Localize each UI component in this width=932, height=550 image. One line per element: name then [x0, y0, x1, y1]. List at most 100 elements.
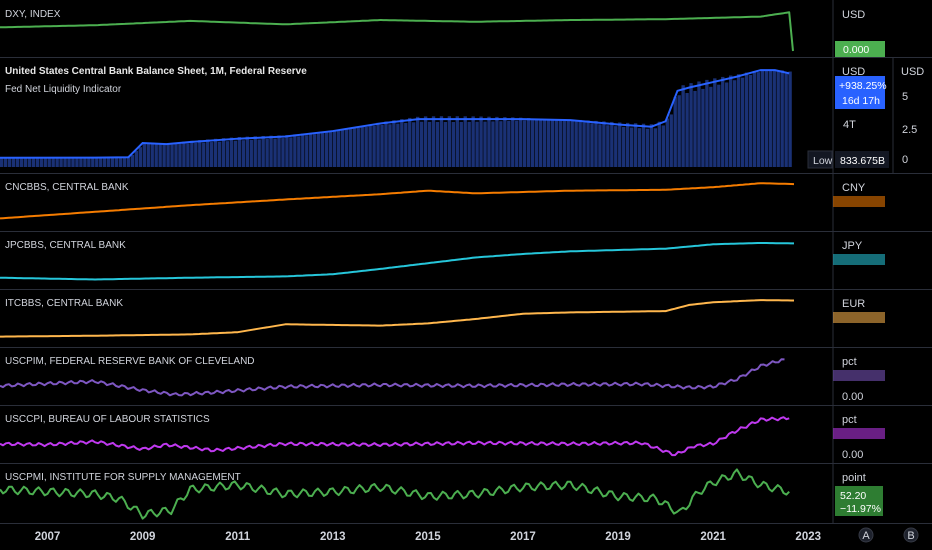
balance-sheet-bar: [645, 128, 650, 167]
balance-sheet-bar: [447, 116, 452, 167]
balance-sheet-bar: [467, 121, 471, 167]
balance-sheet-bar: [186, 143, 190, 167]
balance-sheet-bar: [423, 116, 428, 167]
series-line: [0, 416, 790, 457]
balance-sheet-bar: [590, 123, 594, 167]
balance-sheet-bar: [320, 133, 325, 167]
balance-sheet-bar: [249, 139, 253, 167]
balance-sheet-bar: [217, 141, 222, 167]
balance-sheet-bar: [376, 122, 380, 167]
balance-sheet-bar: [273, 138, 277, 167]
balance-sheet-bar: [637, 128, 642, 167]
balance-sheet-bar: [99, 157, 103, 167]
price-axis-unit: USD: [842, 66, 865, 78]
balance-sheet-bar: [760, 69, 765, 167]
balance-sheet-bar: [360, 125, 364, 167]
price-axis-tick: 5: [902, 91, 908, 103]
balance-sheet-bar: [542, 119, 547, 167]
balance-sheet-bar: [748, 74, 753, 167]
balance-sheet-bar: [245, 136, 249, 167]
series-line: [0, 299, 794, 338]
balance-sheet-bar: [653, 128, 658, 167]
last-value-badge: [833, 312, 885, 323]
balance-sheet-bar: [118, 157, 123, 167]
balance-sheet-bar: [142, 142, 146, 167]
balance-sheet-bar: [574, 121, 578, 167]
balance-sheet-bar: [693, 90, 697, 167]
pane-title: DXY, INDEX: [5, 9, 61, 20]
balance-sheet-bar: [138, 147, 143, 167]
balance-sheet-bar: [166, 143, 170, 167]
balance-sheet-bar: [439, 116, 444, 167]
balance-sheet-bar: [297, 136, 301, 167]
balance-sheet-bar: [677, 95, 681, 167]
balance-sheet-bar: [87, 157, 91, 167]
balance-sheet-bar: [305, 135, 309, 167]
balance-sheet-bar: [134, 150, 139, 167]
balance-sheet-bar: [673, 97, 677, 167]
balance-sheet-bar: [491, 121, 495, 167]
balance-sheet-bar: [756, 72, 761, 167]
balance-sheet-bar: [178, 144, 182, 167]
balance-sheet-bar: [47, 158, 51, 167]
balance-sheet-bar: [661, 125, 665, 167]
balance-sheet-bar: [316, 132, 321, 167]
balance-sheet-bar: [336, 130, 341, 167]
balance-sheet-bar: [289, 137, 293, 167]
pane-title: CNCBBS, CENTRAL BANK: [5, 182, 129, 193]
series-line: [0, 242, 794, 281]
balance-sheet-bar: [372, 125, 376, 167]
balance-sheet-bar: [95, 157, 99, 167]
balance-sheet-bar: [681, 85, 685, 167]
countdown-label: 16d 17h: [842, 95, 880, 107]
balance-sheet-bar: [23, 158, 28, 167]
x-tick-label: 2017: [510, 531, 536, 543]
balance-sheet-bar: [483, 121, 487, 167]
low-label-box: [807, 150, 833, 169]
balance-sheet-bar: [55, 158, 59, 167]
balance-sheet-bar: [416, 116, 420, 167]
change-label: −11.97%: [840, 503, 881, 515]
balance-sheet-bar: [71, 158, 75, 167]
auto-scale-button[interactable]: [858, 527, 874, 543]
x-tick-label: 2019: [605, 531, 631, 543]
series-line: [0, 468, 790, 520]
balance-sheet-bar: [312, 134, 317, 167]
balance-sheet-bar: [665, 118, 669, 167]
balance-sheet-bar: [625, 122, 630, 167]
balance-sheet-bar: [209, 142, 214, 167]
balance-sheet-bar: [15, 158, 20, 167]
pane-subtitle: Fed Net Liquidity Indicator: [5, 84, 122, 95]
balance-sheet-bar: [63, 158, 67, 167]
balance-sheet-bar: [79, 158, 83, 167]
balance-sheet-bar: [717, 84, 721, 167]
last-value-badge: [833, 370, 885, 381]
balance-sheet-bar: [194, 142, 198, 167]
balance-sheet-bar: [126, 157, 131, 167]
last-value-badge: [835, 486, 883, 516]
balance-sheet-bar: [400, 119, 404, 167]
low-label: Low: [813, 155, 833, 167]
log-scale-button[interactable]: [903, 527, 919, 543]
balance-sheet-bar: [3, 157, 8, 167]
series-line: [0, 11, 794, 52]
balance-sheet-bar: [213, 138, 218, 167]
balance-sheet-bar: [725, 82, 729, 167]
balance-sheet-bar: [83, 157, 87, 167]
x-tick-label: 2009: [130, 531, 156, 543]
balance-sheet-bar: [352, 127, 356, 167]
balance-sheet-bar: [11, 157, 16, 167]
balance-sheet-bar: [459, 121, 463, 167]
balance-sheet-bar: [546, 119, 551, 167]
x-tick-label: 2011: [225, 531, 251, 543]
balance-sheet-bar: [649, 124, 654, 167]
balance-sheet-bar: [281, 138, 285, 167]
balance-sheet-bar: [431, 116, 436, 167]
balance-sheet-bar: [499, 121, 503, 167]
balance-sheet-bar: [396, 123, 400, 167]
balance-sheet-bar: [435, 121, 440, 167]
balance-sheet-bar: [7, 158, 12, 167]
balance-sheet-bar: [641, 123, 646, 167]
balance-sheet-bar: [554, 119, 559, 167]
balance-sheet-bar: [0, 158, 4, 167]
